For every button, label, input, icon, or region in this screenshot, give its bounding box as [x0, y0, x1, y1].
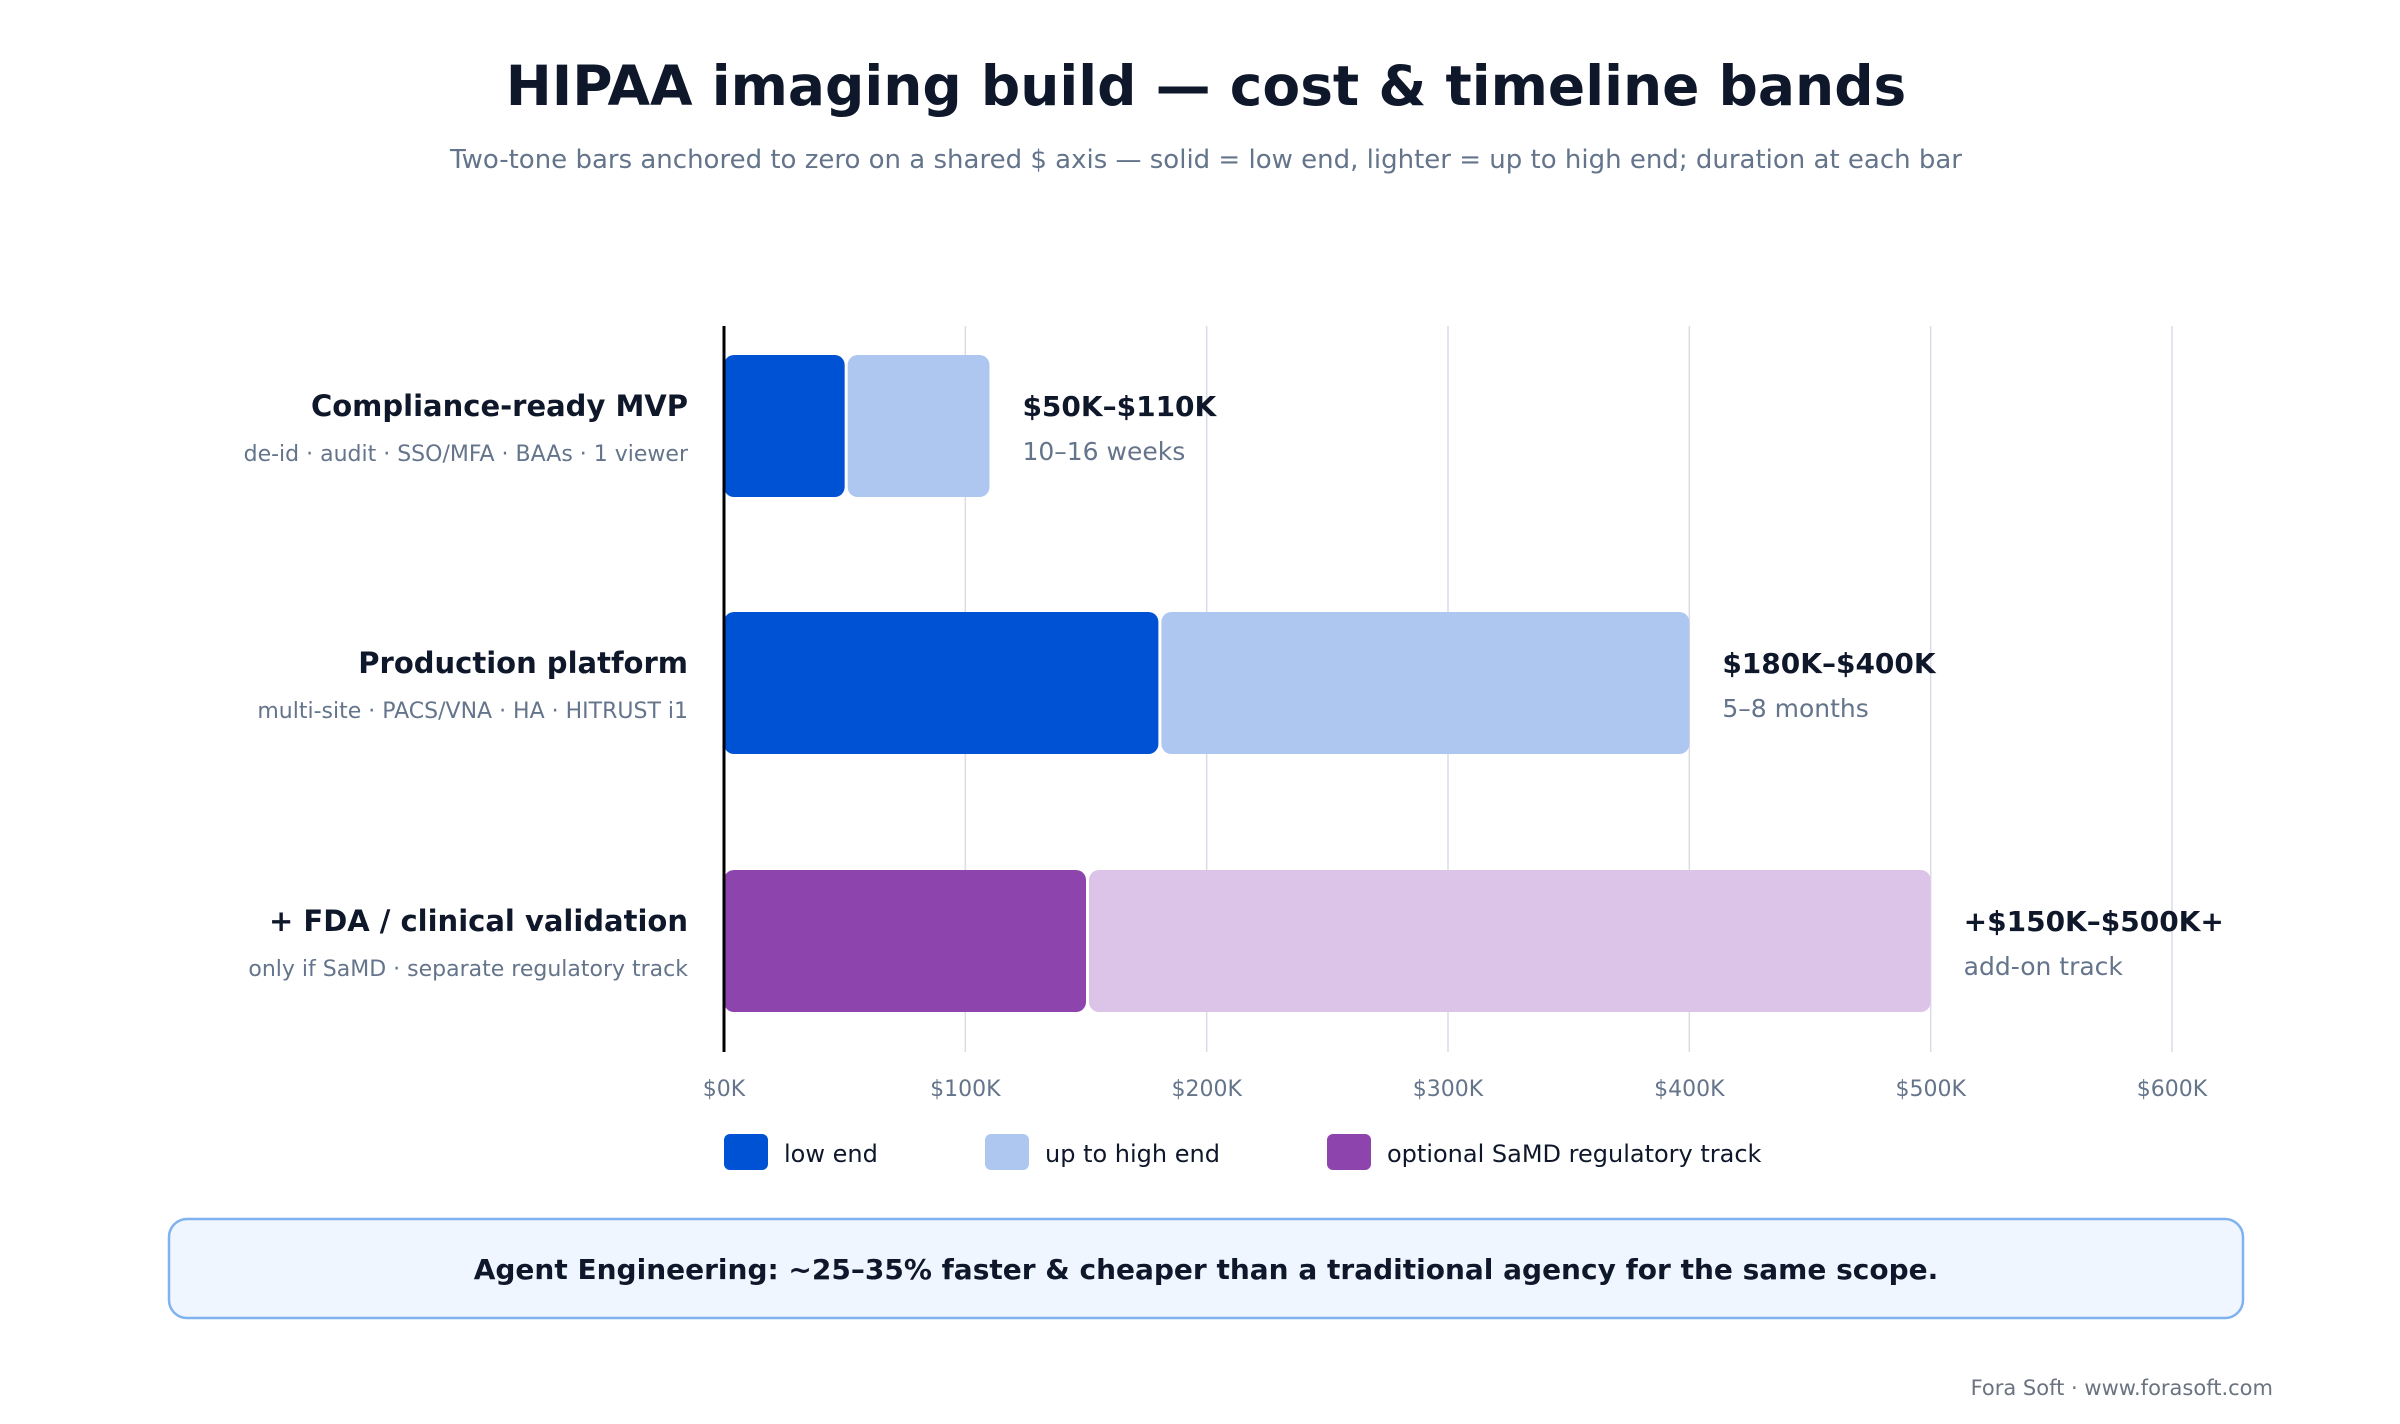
duration-label: 10–16 weeks: [1022, 437, 1185, 466]
value-range-label: +$150K–$500K+: [1964, 905, 2224, 938]
x-tick-label: $100K: [930, 1077, 1001, 1102]
legend-label: up to high end: [1045, 1140, 1220, 1168]
legend-swatch: [1327, 1134, 1371, 1170]
category-labels: Compliance-ready MVP de-id · audit · SSO/…: [244, 389, 689, 982]
x-tick-label: $600K: [2137, 1077, 2208, 1102]
footer-credit: Fora Soft · www.forasoft.com: [1971, 1376, 2273, 1400]
chart-title: HIPAA imaging build — cost & timeline ba…: [506, 54, 1907, 118]
category-label: Production platform: [358, 646, 688, 680]
bar-high-end: [1161, 612, 1690, 754]
legend-label: low end: [784, 1140, 878, 1168]
category-label: + FDA / clinical validation: [269, 904, 688, 938]
chart-subtitle: Two-tone bars anchored to zero on a shar…: [449, 145, 1962, 175]
category-label: Compliance-ready MVP: [311, 389, 688, 423]
duration-label: add-on track: [1964, 952, 2124, 981]
bar-high-end: [847, 355, 990, 497]
value-range-label: $50K–$110K: [1022, 390, 1217, 423]
x-tick-label: $0K: [703, 1077, 746, 1102]
legend-label: optional SaMD regulatory track: [1387, 1140, 1762, 1168]
legend-swatch: [724, 1134, 768, 1170]
bar-high-end: [1089, 870, 1931, 1012]
value-labels: $50K–$110K 10–16 weeks $180K–$400K 5–8 mont…: [1022, 390, 2223, 981]
bars: [724, 355, 1931, 1012]
legend: low end up to high end optional SaMD regul…: [724, 1134, 1762, 1170]
bar-low-end: [724, 612, 1159, 754]
category-sublabel: de-id · audit · SSO/MFA · BAAs · 1 viewe…: [244, 442, 689, 467]
category-sublabel: only if SaMD · separate regulatory track: [248, 957, 688, 982]
note-text: Agent Engineering: ~25–35% faster & chea…: [474, 1253, 1939, 1286]
value-range-label: $180K–$400K: [1722, 647, 1937, 680]
x-tick-label: $300K: [1413, 1077, 1484, 1102]
legend-swatch: [985, 1134, 1029, 1170]
note-box: [167, 1217, 2245, 1320]
x-tick-label: $400K: [1654, 1077, 1725, 1102]
duration-label: 5–8 months: [1722, 694, 1868, 723]
bar-low-end: [724, 355, 845, 497]
x-tick-label: $500K: [1895, 1077, 1966, 1102]
category-sublabel: multi-site · PACS/VNA · HA · HITRUST i1: [257, 699, 688, 724]
x-tick-label: $200K: [1171, 1077, 1242, 1102]
bar-low-end: [724, 870, 1086, 1012]
x-axis-ticks: $0K $100K $200K $300K $400K $500K $600K: [703, 1077, 2208, 1102]
